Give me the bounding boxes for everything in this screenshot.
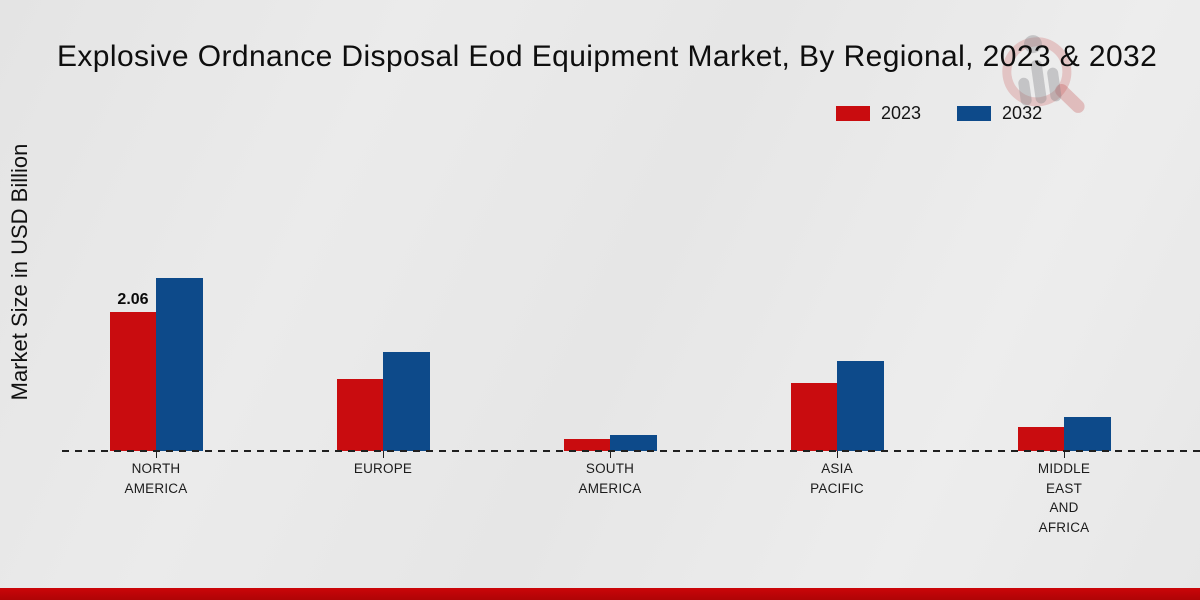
- legend-item-2032: 2032: [957, 103, 1042, 124]
- legend-label-2023: 2023: [881, 103, 922, 123]
- bar-value-label: 2.06: [117, 291, 149, 308]
- x-axis-label-asia-pacific: ASIA PACIFIC: [810, 461, 864, 496]
- bar-2023-europe: [337, 379, 383, 451]
- bar-2023-north-america: [110, 312, 156, 451]
- x-axis-tick: [610, 451, 611, 458]
- chart-title: Explosive Ordnance Disposal Eod Equipmen…: [57, 40, 1158, 73]
- bar-2023-south-america: [564, 439, 610, 451]
- x-axis-label-north-america: NORTH AMERICA: [124, 461, 188, 496]
- bar-2032-europe: [383, 352, 430, 451]
- x-axis-tick: [1064, 451, 1065, 458]
- bar-2032-asia-pacific: [837, 361, 884, 451]
- legend-swatch-2032: [957, 106, 992, 121]
- legend: 2023 2032: [836, 103, 1042, 124]
- x-axis-tick: [383, 451, 384, 458]
- footer-accent-bar: [0, 588, 1200, 600]
- legend-item-2023: 2023: [836, 103, 921, 124]
- bar-2032-middle-east-and-africa: [1064, 417, 1111, 451]
- bar-2032-north-america: [156, 278, 203, 451]
- x-axis-label-europe: EUROPE: [353, 461, 413, 476]
- y-axis-title: Market Size in USD Billion: [7, 143, 32, 401]
- bar-2023-middle-east-and-africa: [1018, 427, 1064, 451]
- bar-2023-asia-pacific: [791, 383, 837, 451]
- x-axis-tick: [837, 451, 838, 458]
- x-axis-tick: [156, 451, 157, 458]
- bar-2032-south-america: [610, 435, 657, 451]
- market-research-future-watermark-logo: [1002, 35, 1085, 113]
- x-axis-label-south-america: SOUTH AMERICA: [578, 461, 642, 496]
- legend-label-2032: 2032: [1002, 103, 1043, 123]
- x-axis-label-middle-east-and-africa: MIDDLE EAST AND AFRICA: [1037, 461, 1091, 535]
- x-axis-line: [62, 450, 1200, 452]
- legend-swatch-2023: [836, 106, 870, 121]
